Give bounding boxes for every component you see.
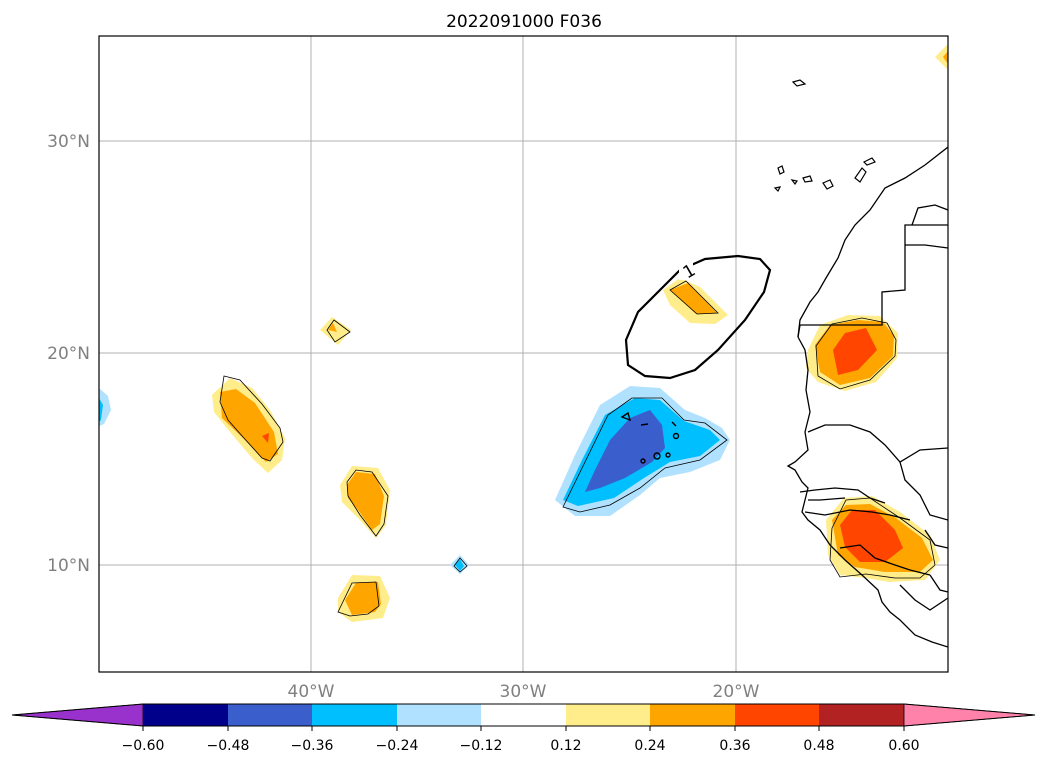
border-morocco (911, 204, 948, 226)
lon-label-40w: 40°W (288, 682, 335, 702)
island-canary-4 (822, 179, 834, 190)
border-guinea-east (924, 529, 948, 549)
lon-labels: 40°W 30°W 20°W (288, 682, 760, 702)
colorbar-segment-7 (650, 704, 735, 726)
map-frame (98, 35, 949, 673)
filled-contours (99, 44, 948, 622)
border-ivory-coast (929, 574, 948, 593)
lat-label-20n: 20°N (47, 344, 90, 364)
dot-3 (671, 421, 677, 427)
colorbar-extend-right (903, 703, 1036, 727)
contour-blob-guinea (829, 497, 936, 579)
shade-blob-39w-core (328, 323, 337, 332)
shade-blob-37w-core (347, 472, 384, 530)
shade-blob-23w-core (670, 283, 717, 314)
border-guinea-bissau (804, 509, 911, 521)
cb-label-10: 0.60 (888, 738, 919, 754)
colorbar-segment-4 (397, 704, 481, 726)
border-gambia-south (808, 497, 846, 501)
cb-label-5: −0.12 (460, 738, 503, 754)
colorbar-segment-3 (312, 704, 397, 726)
island-canary-2 (790, 179, 798, 186)
island-canary-7 (773, 186, 782, 193)
shade-left-edge-core (99, 398, 103, 422)
contour-line-1 (624, 254, 772, 380)
lat-labels: 30°N 20°N 10°N (47, 132, 90, 576)
thin-contours (219, 280, 936, 617)
border-gambia (799, 487, 886, 504)
border-mali (807, 424, 948, 463)
island-canary-6 (862, 157, 876, 166)
colorbar-labels: −0.60 −0.48 −0.36 −0.24 −0.12 0.12 0.24 … (122, 738, 920, 754)
colorbar-extend-left (11, 703, 144, 727)
cb-label-3: −0.36 (291, 738, 334, 754)
border-sierra-leone (839, 544, 931, 576)
islands (773, 79, 876, 193)
dot-2 (640, 423, 649, 426)
shade-top-right-core (943, 51, 948, 64)
lat-label-30n: 30°N (47, 132, 90, 152)
cb-label-1: −0.60 (122, 738, 165, 754)
lon-label-30w: 30°W (500, 682, 547, 702)
shade-top-right (935, 44, 948, 70)
border-algeria (905, 244, 948, 249)
border-mali-south (899, 461, 948, 521)
colorbar-segment-9 (819, 704, 904, 726)
africa-coast-west (786, 336, 948, 648)
shade-blob-37w-south-core (345, 582, 381, 615)
shade-negative-core (585, 410, 665, 492)
contour-blob-39w (326, 319, 351, 343)
contour-blob-23w (669, 280, 719, 315)
dot-1 (620, 411, 632, 422)
colorbar-segment-1 (143, 704, 228, 726)
contour-negative (562, 397, 728, 513)
contour-blob-37w (346, 469, 389, 537)
colorbar-segment-2 (228, 704, 312, 726)
coastlines (786, 146, 948, 648)
colorbar-ticks (142, 726, 905, 731)
contour-blob-37w-south (337, 581, 380, 617)
cb-label-9: 0.48 (803, 738, 834, 754)
cb-label-8: 0.36 (719, 738, 750, 754)
shade-blob-mauritania-core (833, 328, 877, 375)
cb-label-6: 0.12 (550, 738, 581, 754)
contour-label-bg (679, 260, 693, 280)
colorbar-segment-8 (735, 704, 819, 726)
contour-dots (620, 411, 680, 464)
cb-label-2: −0.48 (207, 738, 250, 754)
island-canary-5 (854, 167, 867, 183)
shade-blob-33w-core (455, 559, 464, 571)
colorbar-segment-6 (566, 704, 650, 726)
lat-label-10n: 10°N (47, 556, 90, 576)
gridlines (99, 36, 948, 672)
border-western-sahara (797, 224, 948, 338)
africa-coast-north (797, 146, 948, 338)
dot-5 (653, 452, 661, 460)
shade-blob-43w-peak (262, 433, 269, 443)
contour-blob-33w (453, 557, 468, 573)
island-canary-3 (802, 175, 813, 183)
contour-blob-mauritania (815, 317, 897, 390)
island-canary-1 (777, 165, 785, 175)
map-area: 1 (47, 35, 949, 702)
cb-label-7: 0.24 (634, 738, 665, 754)
dot-4 (672, 432, 680, 440)
dot-7 (665, 452, 671, 458)
dot-6 (640, 458, 646, 464)
island-madeira (791, 79, 807, 87)
shade-left-edge (99, 388, 111, 426)
shade-blob-guinea-core (840, 510, 903, 562)
border-liberia (899, 584, 948, 611)
contour-blob-43w (219, 375, 284, 462)
colorbar: −0.60 −0.48 −0.36 −0.24 −0.12 0.12 0.24 … (11, 703, 1036, 754)
cb-label-4: −0.24 (376, 738, 419, 754)
shade-blob-43w-core (220, 389, 278, 462)
lon-label-20w: 20°W (713, 682, 760, 702)
figure-title: 2022091000 F036 (446, 12, 602, 32)
colorbar-segment-5 (481, 704, 566, 726)
